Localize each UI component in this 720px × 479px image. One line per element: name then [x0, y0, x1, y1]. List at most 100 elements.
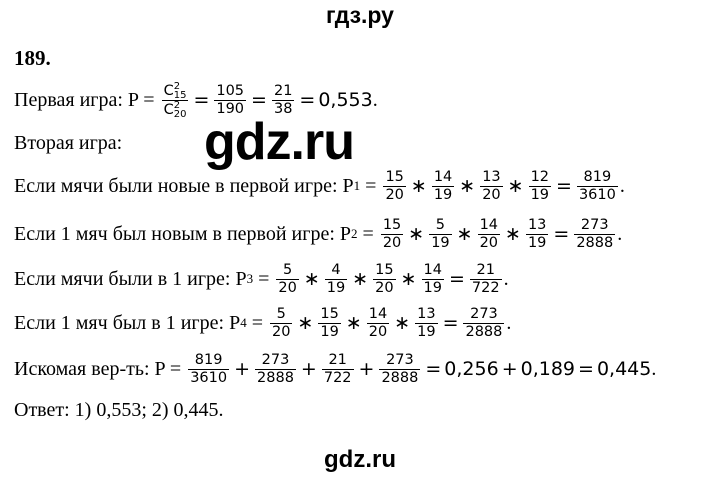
numerator: 5 [435, 216, 446, 233]
numerator: 15 [385, 168, 404, 185]
operator: = [553, 223, 570, 245]
numerator: 13 [417, 305, 436, 322]
fraction: 15 20 [380, 217, 404, 252]
combination-base: C [163, 82, 174, 99]
operator: = [425, 358, 442, 380]
operator: = [299, 89, 316, 111]
numerator: 14 [368, 305, 388, 322]
operator: ∗ [303, 268, 320, 290]
fraction: 273 2888 [574, 216, 616, 252]
operator: ∗ [410, 175, 427, 197]
text: = [357, 222, 379, 245]
operator: ∗ [505, 223, 521, 245]
fraction: 13 19 [525, 216, 549, 252]
numerator: 273 [470, 305, 498, 322]
fraction: 14 20 [477, 217, 501, 252]
denominator: 19 [528, 185, 552, 203]
subscript: 3 [246, 271, 254, 286]
solution-line: Первая игра: P = C 2 15 C 2 20 = 105 190 = 21 38 = 0,… [14, 78, 378, 122]
denominator: 20 [276, 278, 299, 296]
denominator: 20 [383, 185, 406, 203]
operator: ∗ [507, 175, 524, 197]
subscript: 2 [351, 226, 358, 241]
fraction: 15 20 [383, 168, 406, 204]
fraction: 273 2888 [379, 352, 421, 387]
denominator: 2888 [255, 368, 296, 386]
operator: ∗ [408, 223, 425, 245]
fraction: 273 2888 [463, 305, 505, 341]
denominator: 3610 [576, 185, 618, 203]
fraction: 21 38 [271, 82, 295, 118]
number: 0,256 [444, 358, 499, 380]
operator: = [193, 89, 210, 111]
fraction: 819 3610 [576, 168, 618, 204]
operator: = [442, 312, 459, 334]
numerator: 14 [423, 261, 442, 278]
text: Если 1 мяч был в 1 игре: P [14, 311, 241, 334]
numerator: 819 [194, 351, 223, 368]
operator: = [556, 175, 572, 197]
numerator: 13 [527, 216, 547, 233]
denominator: 722 [469, 278, 502, 296]
operator: + [234, 358, 251, 380]
site-header: гдз.ру [326, 2, 394, 28]
numerator: 273 [261, 351, 290, 368]
denominator: 20 [373, 278, 396, 296]
site-footer: gdz.ru [324, 446, 396, 473]
subscript: 4 [240, 315, 247, 330]
numerator: 21 [273, 82, 293, 99]
fraction: 105 190 [214, 82, 247, 118]
operator: ∗ [352, 268, 369, 290]
numerator: 21 [476, 261, 495, 278]
numerator: 12 [530, 168, 550, 185]
text: . [619, 174, 625, 197]
operator: + [501, 358, 518, 380]
superscript: 2 [173, 99, 181, 111]
fraction: 5 19 [429, 216, 452, 252]
operator: ∗ [394, 312, 411, 334]
denominator: 190 [214, 99, 247, 117]
operator: + [300, 358, 317, 380]
fraction: 273 2888 [255, 352, 296, 387]
numerator: 819 [583, 168, 612, 185]
text: Если мячи были в 1 игре: P [14, 267, 247, 290]
operator: = [578, 358, 594, 380]
operator: ∗ [459, 175, 476, 197]
denominator: 19 [415, 322, 438, 340]
subscript: 20 [173, 108, 187, 120]
operator: = [251, 89, 267, 111]
fraction: 819 3610 [188, 351, 230, 387]
fraction: 14 19 [431, 168, 455, 204]
denominator: 2888 [379, 368, 421, 386]
denominator: 722 [321, 368, 354, 386]
numerator: 14 [433, 168, 453, 185]
operator: ∗ [345, 312, 362, 334]
denominator: 19 [429, 233, 452, 251]
fraction: 12 19 [528, 168, 552, 204]
denominator: 19 [421, 278, 444, 296]
text: Первая игра: P = [14, 88, 160, 111]
denominator: 2888 [574, 233, 616, 251]
solution-line: Искомая вер-ть: P = 819 3610 +273 2888 +21 72… [14, 347, 656, 391]
denominator: 2888 [463, 322, 505, 340]
text: Если 1 мяч был новым в первой игре: P [14, 222, 352, 245]
text: = [360, 174, 382, 197]
text: Ответ: 1) 0,553; 2) 0,445. [14, 398, 224, 421]
fraction: 15 20 [373, 262, 396, 297]
superscript: 2 [173, 80, 181, 92]
combination-scripts: 2 20 [173, 99, 187, 120]
numerator: 273 [580, 216, 609, 233]
denominator: 20 [480, 185, 503, 203]
numerator: 21 [328, 351, 347, 368]
numerator: 105 [216, 82, 245, 99]
watermark: gdz.ru [204, 113, 355, 171]
number: 0,553 [318, 89, 373, 111]
text: . [503, 267, 509, 290]
denominator: 20 [269, 322, 293, 340]
denominator: 3610 [188, 368, 230, 386]
denominator: 19 [525, 233, 549, 251]
numerator: 5 [283, 261, 293, 278]
